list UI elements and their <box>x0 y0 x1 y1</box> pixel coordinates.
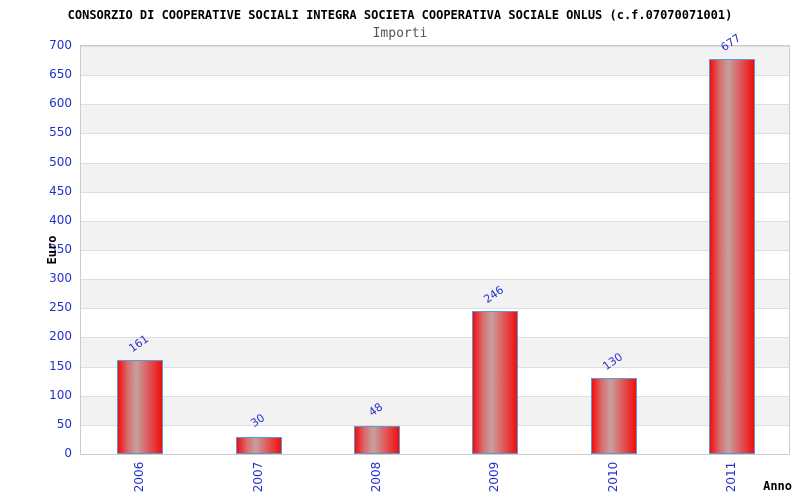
plot-band <box>81 46 789 76</box>
y-tick-label: 500 <box>49 154 72 169</box>
plot-band <box>81 337 789 367</box>
y-tick-label: 550 <box>49 125 72 140</box>
plot-area <box>80 45 790 455</box>
gridline <box>81 221 789 222</box>
bar-2010 <box>591 378 637 454</box>
gridline <box>81 133 789 134</box>
y-tick-label: 100 <box>49 387 72 402</box>
gridline <box>81 250 789 251</box>
gridline <box>81 367 789 368</box>
plot-band <box>81 75 789 105</box>
bar-2007 <box>236 437 282 454</box>
plot-band <box>81 162 789 192</box>
plot-band <box>81 220 789 250</box>
bar-2006 <box>117 360 163 454</box>
y-tick-label: 250 <box>49 300 72 315</box>
gridline <box>81 396 789 397</box>
x-tick-label: 2009 <box>487 461 502 493</box>
plot-band <box>81 424 789 454</box>
gridline <box>81 308 789 309</box>
gridline <box>81 337 789 338</box>
gridline <box>81 163 789 164</box>
gridline <box>81 192 789 193</box>
plot-band <box>81 133 789 163</box>
x-axis-title: Anno <box>763 479 792 493</box>
y-tick-label: 450 <box>49 183 72 198</box>
y-axis-title: Euro <box>45 235 59 265</box>
plot-band <box>81 308 789 338</box>
gridline <box>81 425 789 426</box>
y-tick-label: 300 <box>49 271 72 286</box>
plot-band <box>81 395 789 425</box>
y-tick-label: 0 <box>64 446 72 460</box>
chart-title: CONSORZIO DI COOPERATIVE SOCIALI INTEGRA… <box>67 8 733 22</box>
bar-2008 <box>354 426 400 454</box>
chart-subtitle: Importi <box>372 26 428 41</box>
plot-band <box>81 366 789 396</box>
plot-band <box>81 279 789 309</box>
gridline <box>81 104 789 105</box>
plot-band <box>81 191 789 221</box>
y-tick-label: 50 <box>56 416 72 431</box>
y-tick-label: 700 <box>49 38 72 52</box>
x-tick-label: 2008 <box>368 461 383 493</box>
gridline <box>81 46 789 47</box>
gridline <box>81 75 789 76</box>
x-tick-label: 2011 <box>723 461 738 493</box>
y-tick-label: 200 <box>49 329 72 344</box>
y-tick-label: 150 <box>49 358 72 373</box>
x-tick-label: 2007 <box>250 461 265 493</box>
x-tick-label: 2006 <box>132 461 147 493</box>
y-tick-label: 650 <box>49 67 72 82</box>
y-tick-label: 350 <box>49 242 72 256</box>
y-tick-label: 400 <box>49 212 72 227</box>
gridline <box>81 279 789 280</box>
plot-band <box>81 250 789 280</box>
x-tick-label: 2010 <box>605 461 620 493</box>
plot-band <box>81 104 789 134</box>
y-tick-label: 600 <box>49 96 72 111</box>
bar-2009 <box>472 311 518 454</box>
bar-2011 <box>709 59 755 454</box>
